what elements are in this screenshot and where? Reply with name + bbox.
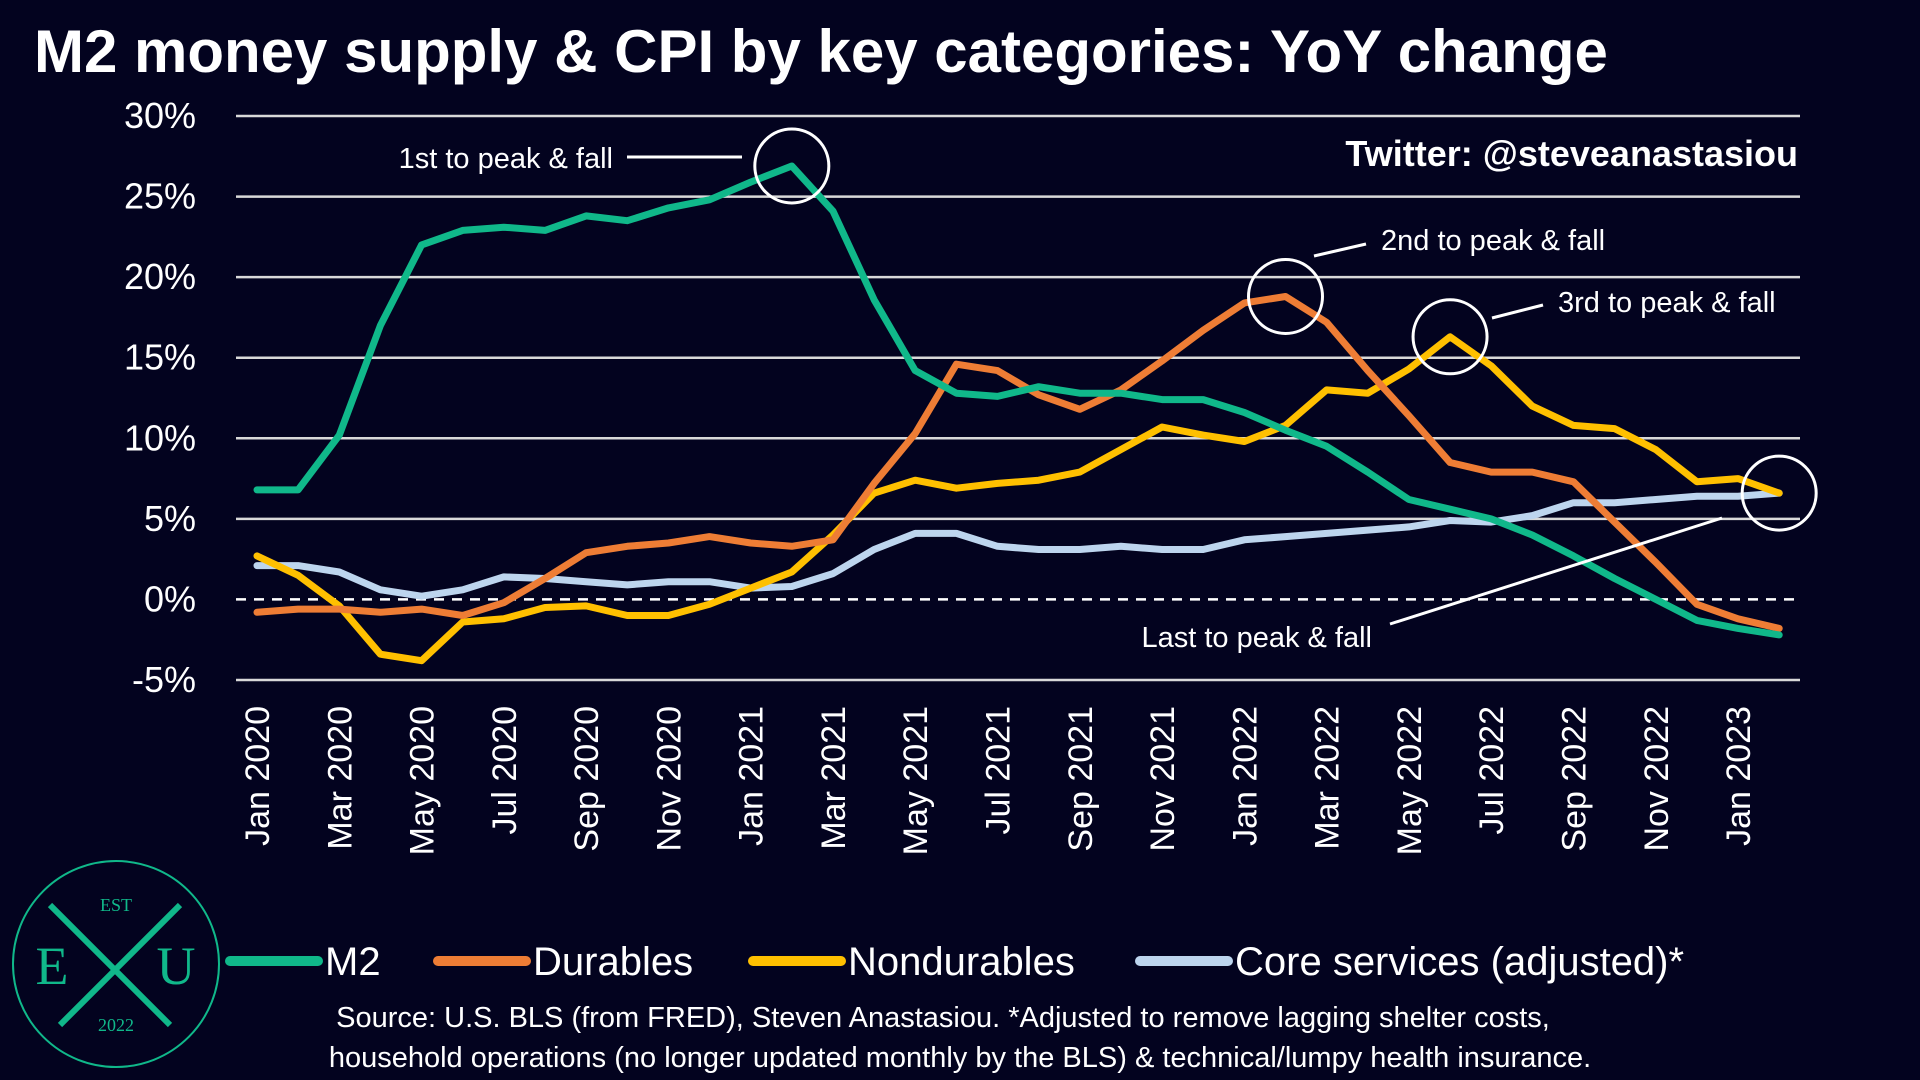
chart-title: M2 money supply & CPI by key categories:… [34,18,1608,85]
annotation-circle [1247,257,1324,335]
annotation-circle [1740,454,1818,532]
x-tick-label: May 2022 [1391,706,1429,855]
annotation-circle [1411,298,1489,376]
x-tick-label: Jul 2021 [980,706,1018,835]
svg-text:EST: EST [100,895,132,915]
svg-text:E: E [36,936,69,996]
y-tick-label: 0% [144,578,196,619]
legend-label: M2 [325,940,381,984]
x-tick-label: May 2021 [897,706,935,855]
series-line-core-services-adjusted [253,489,1783,600]
legend-label: Nondurables [848,940,1075,984]
x-tick-label: Jan 2020 [239,706,277,846]
x-tick-label: Mar 2020 [321,706,359,850]
y-tick-label: 30% [124,95,196,136]
annotation-pointer [1389,516,1723,626]
x-tick-label: Jan 2022 [1226,706,1264,846]
annotations: 1st to peak & fall 2nd to peak & fall 3rd … [399,127,1818,654]
x-axis-ticks: Jan 2020 Mar 2020 May 2020 Jul 2020 Sep 2020… [239,706,1758,855]
x-tick-label: Jul 2020 [486,706,524,835]
legend-label: Core services (adjusted)* [1235,940,1684,984]
series-lines [253,162,1783,665]
annotation-label: Last to peak & fall [1141,622,1372,654]
svg-text:2022: 2022 [98,1015,134,1035]
source-note-line2: household operations (no longer updated … [329,1042,1591,1074]
series-line-m2 [253,162,1783,639]
x-tick-label: May 2020 [404,706,442,855]
x-tick-label: Mar 2021 [815,706,853,850]
x-tick-label: Nov 2022 [1638,706,1676,852]
x-tick-label: Nov 2021 [1144,706,1182,852]
annotation-pointer [1491,303,1544,320]
x-tick-label: Jan 2021 [733,706,771,846]
series-line-nondurables [253,333,1783,665]
y-tick-label: -5% [132,659,196,700]
x-tick-label: Sep 2022 [1555,706,1593,852]
legend: M2 Durables Nondurables Core services (adju… [225,940,1684,984]
x-tick-label: Jul 2022 [1473,706,1511,835]
legend-label: Durables [533,940,693,984]
y-tick-label: 25% [124,176,196,217]
x-tick-label: Sep 2020 [568,706,606,852]
x-tick-label: Sep 2021 [1062,706,1100,852]
legend-item: Core services (adjusted)* [1135,940,1684,984]
x-tick-label: Mar 2022 [1309,706,1347,850]
annotation-label: 3rd to peak & fall [1558,287,1776,319]
twitter-handle: Twitter: @steveanastasiou [1345,133,1798,174]
exu-logo: EST E U 2022 [12,860,220,1068]
annotation-label: 2nd to peak & fall [1381,225,1605,257]
gridlines [236,114,1800,682]
legend-item: Durables [433,940,693,984]
y-tick-label: 15% [124,337,196,378]
legend-item: M2 [225,940,381,984]
annotation-label: 1st to peak & fall [399,143,613,175]
y-tick-label: 10% [124,417,196,458]
series-line-durables [253,293,1783,632]
x-tick-label: Jan 2023 [1720,706,1758,846]
x-tick-label: Nov 2020 [650,706,688,852]
source-note-line1: Source: U.S. BLS (from FRED), Steven Ana… [336,1002,1550,1034]
legend-item: Nondurables [748,940,1075,984]
svg-text:U: U [157,936,196,996]
y-axis-ticks: 30% 25% 20% 15% 10% 5% 0% -5% [124,95,196,700]
y-tick-label: 5% [144,498,196,539]
y-tick-label: 20% [124,256,196,297]
annotation-circle [753,127,831,205]
annotation-pointer [1313,242,1367,258]
